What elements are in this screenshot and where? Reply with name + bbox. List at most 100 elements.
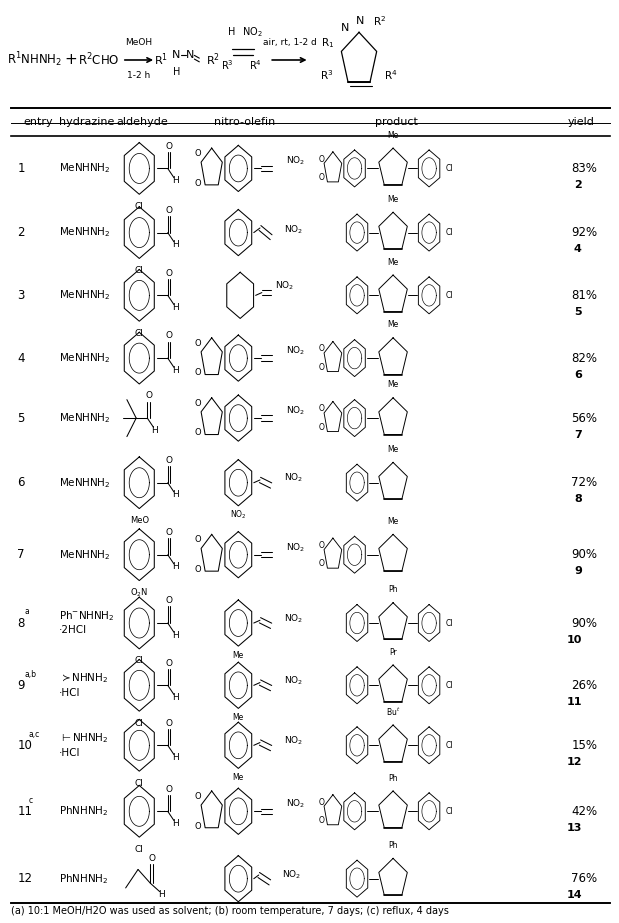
Text: O: O [165, 456, 173, 465]
Text: Cl: Cl [445, 164, 452, 173]
Text: Cl: Cl [135, 779, 144, 787]
Text: H: H [173, 67, 180, 77]
Text: $\succ$NHNH$_2$: $\succ$NHNH$_2$ [59, 671, 108, 685]
Text: 10: 10 [17, 738, 32, 752]
Text: Cl: Cl [135, 202, 144, 210]
Text: Me: Me [387, 131, 399, 139]
Text: MeNHNH$_2$: MeNHNH$_2$ [59, 352, 110, 365]
Text: 11: 11 [566, 697, 582, 707]
Text: 1: 1 [17, 162, 25, 175]
Text: O: O [165, 785, 173, 794]
Text: MeO: MeO [130, 516, 149, 525]
Text: MeOH: MeOH [125, 38, 152, 47]
Text: air, rt, 1-2 d: air, rt, 1-2 d [263, 38, 316, 47]
Text: 90%: 90% [571, 548, 597, 561]
Text: O: O [165, 528, 173, 537]
Text: NO$_2$: NO$_2$ [282, 869, 301, 881]
Text: hydrazine: hydrazine [59, 117, 114, 126]
Text: MeNHNH$_2$: MeNHNH$_2$ [59, 162, 110, 175]
Text: R$^2$CHO: R$^2$CHO [78, 52, 120, 68]
Text: Cl: Cl [445, 807, 452, 816]
Text: PhNHNH$_2$: PhNHNH$_2$ [59, 872, 108, 885]
Text: O: O [165, 142, 173, 150]
Text: 4: 4 [17, 352, 25, 365]
Text: H: H [172, 693, 178, 701]
Text: H: H [158, 890, 165, 899]
Text: Cl: Cl [445, 681, 452, 689]
Text: Me: Me [233, 713, 244, 722]
Text: O: O [145, 391, 152, 401]
Text: 7: 7 [17, 548, 25, 561]
Text: MeNHNH$_2$: MeNHNH$_2$ [59, 412, 110, 425]
Text: NO$_2$: NO$_2$ [284, 612, 303, 625]
Text: Ph: Ph [388, 585, 398, 594]
Text: NO$_2$: NO$_2$ [284, 675, 303, 687]
Text: +: + [65, 53, 77, 67]
Text: O: O [319, 174, 325, 182]
Text: 92%: 92% [571, 226, 597, 239]
Text: R$^1$: R$^1$ [154, 52, 168, 68]
Text: R$^1$NHNH$_2$: R$^1$NHNH$_2$ [7, 51, 61, 69]
Text: N: N [186, 51, 194, 60]
Text: O: O [148, 854, 155, 863]
Text: 76%: 76% [571, 872, 597, 885]
Text: 7: 7 [574, 430, 582, 439]
Text: O: O [165, 719, 173, 727]
Text: Cl: Cl [445, 291, 452, 300]
Text: c: c [28, 796, 33, 805]
Text: Bu$^t$: Bu$^t$ [386, 706, 400, 718]
Text: NO$_2$: NO$_2$ [286, 344, 305, 357]
Text: R$_1$: R$_1$ [321, 37, 334, 50]
Text: yield: yield [568, 117, 594, 126]
Text: NO$_2$: NO$_2$ [286, 797, 305, 810]
Text: 2: 2 [17, 226, 25, 239]
Text: Pr: Pr [389, 648, 397, 656]
Text: 72%: 72% [571, 476, 597, 489]
Text: aldehyde: aldehyde [116, 117, 168, 126]
Text: nitro-olefin: nitro-olefin [214, 117, 275, 126]
Text: R$^2$: R$^2$ [206, 52, 220, 68]
Text: O: O [319, 363, 325, 372]
Text: O: O [319, 541, 325, 550]
Text: NO$_2$: NO$_2$ [284, 735, 303, 747]
Text: H: H [172, 303, 178, 312]
Text: $\vdash$NHNH$_2$: $\vdash$NHNH$_2$ [59, 731, 108, 745]
Text: Me: Me [233, 651, 244, 660]
Text: Me: Me [387, 517, 399, 526]
Text: a: a [25, 607, 30, 617]
Text: H: H [172, 562, 178, 571]
Text: H: H [172, 819, 178, 828]
Text: 83%: 83% [571, 162, 597, 175]
Text: Me: Me [233, 773, 244, 782]
Text: Me: Me [387, 320, 399, 330]
Text: O: O [165, 659, 173, 667]
Text: PhNHNH$_2$: PhNHNH$_2$ [59, 805, 108, 818]
Text: ·HCl: ·HCl [59, 748, 80, 758]
Text: 8: 8 [574, 495, 582, 504]
Text: Cl: Cl [135, 329, 144, 338]
Text: 5: 5 [17, 412, 25, 425]
Text: R$^3$: R$^3$ [222, 59, 234, 72]
Text: 90%: 90% [571, 617, 597, 629]
Text: ·HCl: ·HCl [59, 688, 80, 698]
Text: Cl: Cl [445, 618, 452, 628]
Text: Me: Me [387, 258, 399, 267]
Text: MeNHNH$_2$: MeNHNH$_2$ [59, 476, 110, 489]
Text: O: O [195, 399, 201, 408]
Text: O: O [195, 150, 201, 158]
Text: 8: 8 [17, 617, 25, 629]
Text: product: product [374, 117, 418, 126]
Text: NO$_2$: NO$_2$ [284, 472, 303, 485]
Text: NO$_2$: NO$_2$ [242, 26, 263, 39]
Text: Me: Me [387, 195, 399, 204]
Text: N: N [341, 23, 350, 32]
Text: Ph: Ph [388, 773, 398, 783]
Text: NO$_2$: NO$_2$ [275, 280, 295, 293]
Text: H: H [172, 240, 178, 249]
Text: 13: 13 [566, 823, 582, 833]
Text: H: H [172, 490, 178, 499]
Text: O: O [319, 404, 325, 414]
Text: 14: 14 [566, 891, 582, 900]
Text: MeNHNH$_2$: MeNHNH$_2$ [59, 226, 110, 239]
Text: 6: 6 [574, 370, 582, 379]
